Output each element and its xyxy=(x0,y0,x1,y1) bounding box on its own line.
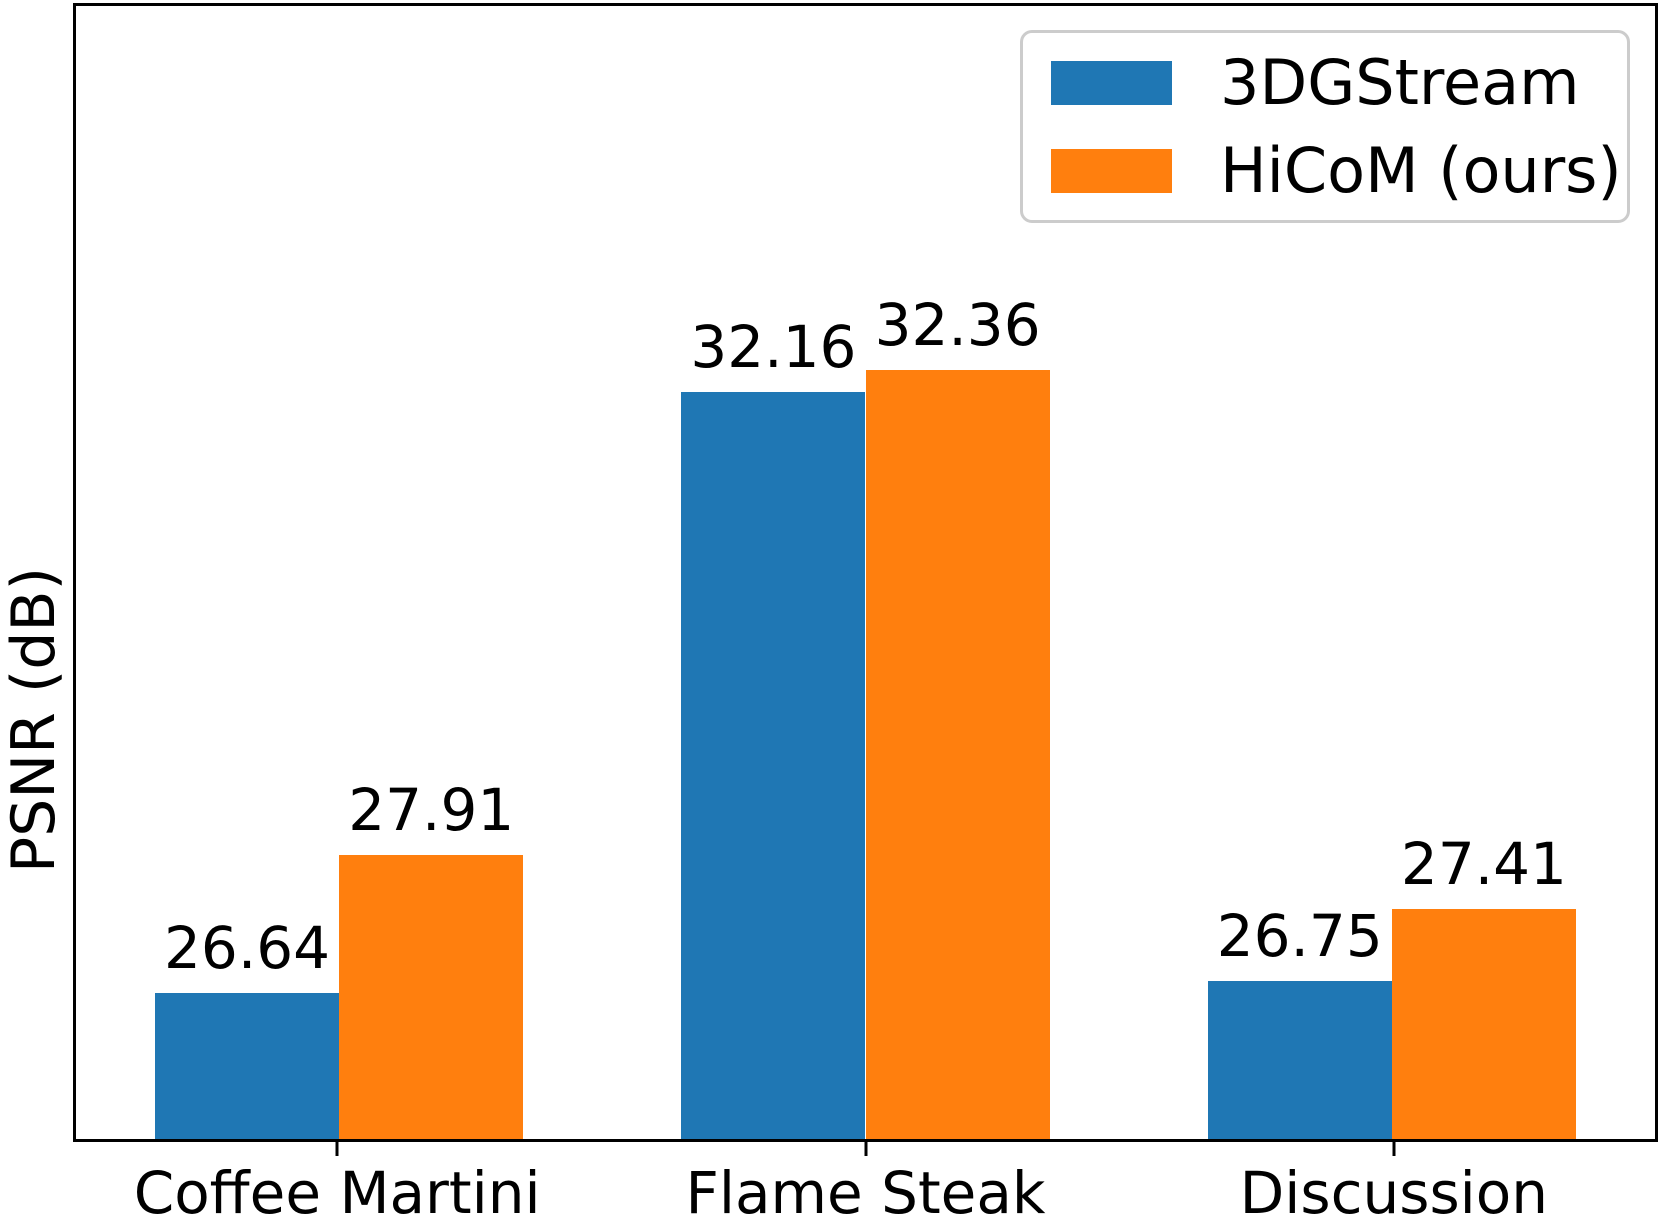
bar-value-label-hicom-ours-coffee-martini: 27.91 xyxy=(348,775,515,844)
bar-value-label-hicom-ours-discussion: 27.41 xyxy=(1400,830,1567,899)
x-tick-label-discussion: Discussion xyxy=(1239,1159,1549,1227)
legend-row-3dgstream: 3DGStream xyxy=(1051,45,1627,119)
bar-value-label-3dgstream-flame-steak: 32.16 xyxy=(690,312,857,381)
legend-swatch-3dgstream xyxy=(1051,60,1172,105)
bar-3dgstream-coffee-martini xyxy=(154,993,340,1139)
x-axis: Coffee Martini Flame Steak Discussion xyxy=(73,1142,1658,1227)
bar-value-label-3dgstream-coffee-martini: 26.64 xyxy=(164,914,331,983)
bar-3dgstream-flame-steak xyxy=(681,391,866,1139)
bar-value-label-hicom-ours-flame-steak: 32.36 xyxy=(874,290,1041,359)
x-tick-mark-flame-steak xyxy=(864,1142,867,1156)
x-tick-mark-coffee-martini xyxy=(335,1142,339,1156)
bar-hicom-ours-flame-steak xyxy=(865,369,1050,1139)
bar-hicom-ours-coffee-martini xyxy=(339,854,524,1139)
legend-label-3dgstream: 3DGStream xyxy=(1220,45,1580,119)
x-tick-mark-discussion xyxy=(1392,1142,1396,1156)
x-tick-label-coffee-martini: Coffee Martini xyxy=(133,1159,541,1227)
bar-value-label-3dgstream-discussion: 26.75 xyxy=(1216,902,1383,971)
legend-swatch-hicom-ours xyxy=(1051,148,1172,193)
bars-layer: 26.64 27.91 32.16 32.36 26.75 27.41 xyxy=(76,6,1655,1139)
bar-3dgstream-discussion xyxy=(1207,981,1392,1139)
legend-label-hicom-ours: HiCoM (ours) xyxy=(1220,133,1622,207)
x-tick-label-flame-steak: Flame Steak xyxy=(685,1159,1046,1227)
bar-hicom-ours-discussion xyxy=(1391,909,1577,1139)
legend-row-hicom-ours: HiCoM (ours) xyxy=(1051,133,1627,207)
y-axis-label: PSNR (dB) xyxy=(0,567,69,873)
legend: 3DGStream HiCoM (ours) xyxy=(1020,30,1630,223)
